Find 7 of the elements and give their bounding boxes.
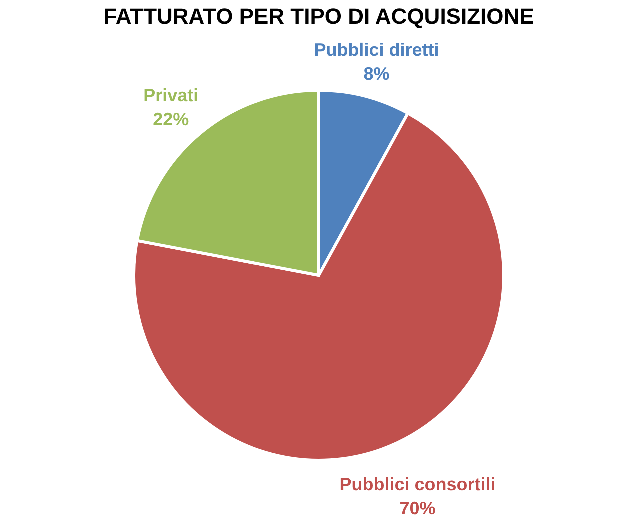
slice-label: Privati bbox=[144, 86, 199, 106]
slice-label: Pubblici consortili bbox=[340, 474, 496, 494]
data-label: 22% bbox=[153, 110, 190, 130]
data-label: 70% bbox=[400, 498, 436, 518]
data-label: 8% bbox=[364, 64, 390, 84]
chart-title: FATTURATO PER TIPO DI ACQUISIZIONE bbox=[104, 4, 534, 29]
slice-label: Pubblici diretti bbox=[314, 40, 440, 60]
